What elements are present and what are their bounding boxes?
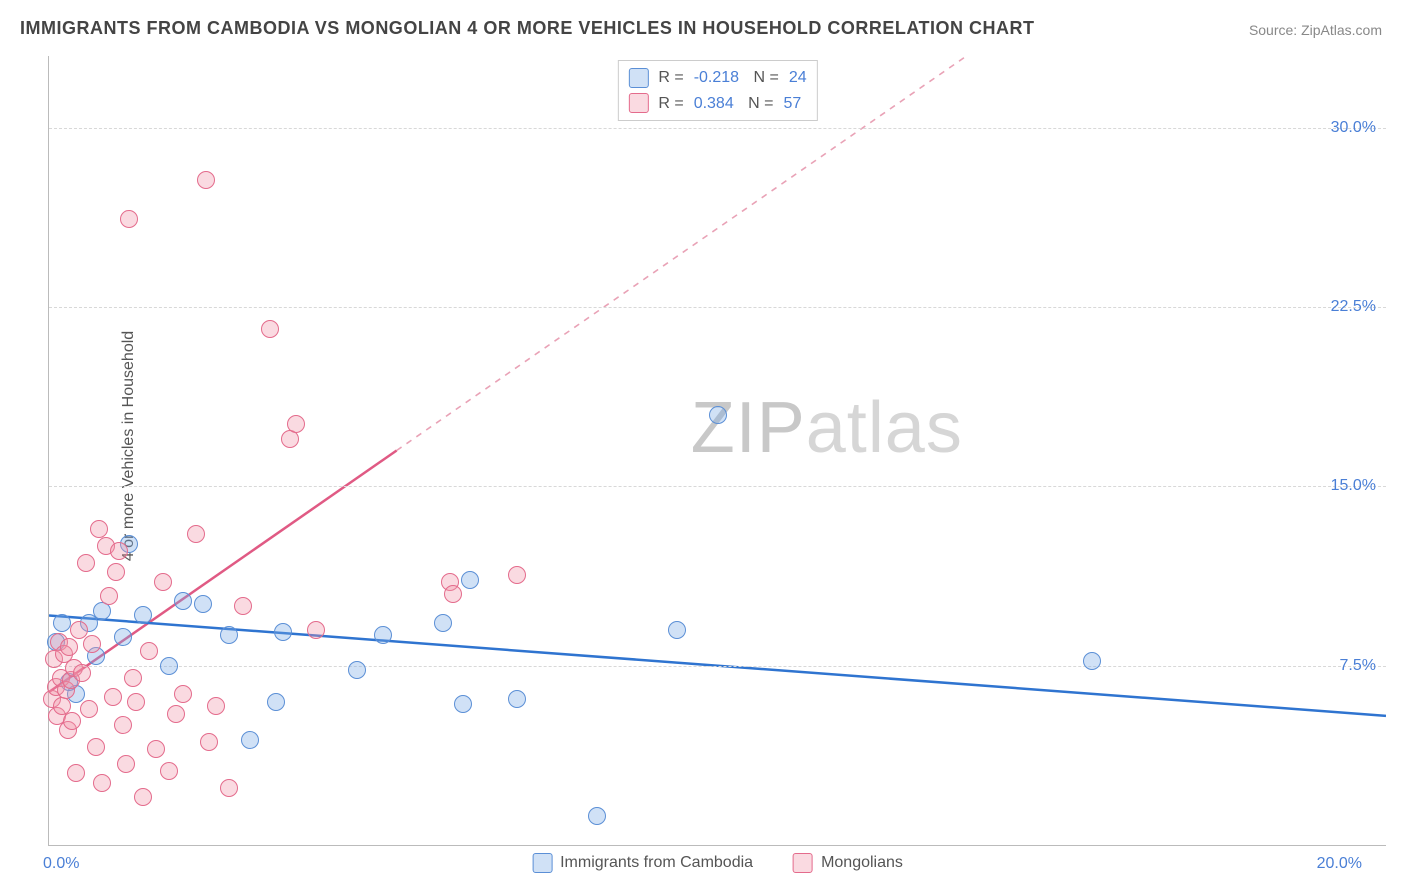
point-mongolian [200, 733, 218, 751]
source-attribution: Source: ZipAtlas.com [1249, 22, 1382, 38]
point-mongolian [207, 697, 225, 715]
watermark-atlas: atlas [806, 388, 963, 468]
point-mongolian [124, 669, 142, 687]
swatch-blue-icon [532, 853, 552, 873]
point-cambodia [588, 807, 606, 825]
point-mongolian [147, 740, 165, 758]
point-cambodia [194, 595, 212, 613]
point-mongolian [100, 587, 118, 605]
point-mongolian [167, 705, 185, 723]
x-tick-min: 0.0% [43, 855, 79, 873]
watermark-zip: ZIP [691, 388, 806, 468]
point-mongolian [120, 210, 138, 228]
y-tick-label: 30.0% [1331, 119, 1376, 137]
point-mongolian [73, 664, 91, 682]
watermark: ZIPatlas [691, 387, 963, 469]
point-mongolian [140, 642, 158, 660]
point-cambodia [709, 406, 727, 424]
series-legend: Immigrants from Cambodia Mongolians [532, 853, 903, 873]
point-mongolian [60, 638, 78, 656]
point-mongolian [83, 635, 101, 653]
point-mongolian [87, 738, 105, 756]
point-cambodia [220, 626, 238, 644]
y-tick-label: 15.0% [1331, 477, 1376, 495]
chart-svg [49, 56, 1386, 845]
legend-item-mongolians: Mongolians [793, 853, 903, 873]
point-mongolian [444, 585, 462, 603]
point-mongolian [63, 712, 81, 730]
gridline [49, 666, 1386, 667]
point-mongolian [67, 764, 85, 782]
point-mongolian [287, 415, 305, 433]
legend-label-cambodia: Immigrants from Cambodia [560, 854, 753, 872]
r-value-blue: -0.218 [694, 65, 739, 91]
point-mongolian [70, 621, 88, 639]
point-mongolian [110, 542, 128, 560]
legend-row-pink: R = 0.384 N = 57 [628, 91, 806, 117]
point-mongolian [90, 520, 108, 538]
r-label: R = [658, 91, 683, 117]
point-cambodia [1083, 652, 1101, 670]
point-mongolian [117, 755, 135, 773]
point-mongolian [93, 774, 111, 792]
point-cambodia [134, 606, 152, 624]
legend-item-cambodia: Immigrants from Cambodia [532, 853, 753, 873]
gridline [49, 486, 1386, 487]
gridline [49, 128, 1386, 129]
swatch-pink-icon [628, 93, 648, 113]
n-value-pink: 57 [784, 91, 802, 117]
point-cambodia [241, 731, 259, 749]
point-mongolian [77, 554, 95, 572]
y-tick-label: 22.5% [1331, 298, 1376, 316]
r-label: R = [658, 65, 683, 91]
plot-area: ZIPatlas R = -0.218 N = 24 R = 0.384 N =… [48, 56, 1386, 846]
point-mongolian [80, 700, 98, 718]
point-cambodia [274, 623, 292, 641]
point-cambodia [267, 693, 285, 711]
point-mongolian [220, 779, 238, 797]
point-mongolian [261, 320, 279, 338]
point-mongolian [234, 597, 252, 615]
point-mongolian [174, 685, 192, 703]
point-cambodia [668, 621, 686, 639]
point-cambodia [348, 661, 366, 679]
point-cambodia [434, 614, 452, 632]
point-mongolian [160, 762, 178, 780]
chart-title: IMMIGRANTS FROM CAMBODIA VS MONGOLIAN 4 … [20, 18, 1035, 39]
point-cambodia [53, 614, 71, 632]
gridline [49, 307, 1386, 308]
point-cambodia [461, 571, 479, 589]
n-value-blue: 24 [789, 65, 807, 91]
point-mongolian [107, 563, 125, 581]
point-mongolian [187, 525, 205, 543]
point-cambodia [454, 695, 472, 713]
point-mongolian [307, 621, 325, 639]
point-cambodia [508, 690, 526, 708]
legend-row-blue: R = -0.218 N = 24 [628, 65, 806, 91]
point-mongolian [127, 693, 145, 711]
point-mongolian [104, 688, 122, 706]
legend-label-mongolians: Mongolians [821, 854, 903, 872]
point-mongolian [197, 171, 215, 189]
point-mongolian [154, 573, 172, 591]
n-label: N = [749, 65, 779, 91]
point-mongolian [134, 788, 152, 806]
point-cambodia [374, 626, 392, 644]
n-label: N = [744, 91, 774, 117]
point-cambodia [174, 592, 192, 610]
point-mongolian [508, 566, 526, 584]
swatch-blue-icon [628, 68, 648, 88]
point-cambodia [114, 628, 132, 646]
x-tick-max: 20.0% [1317, 855, 1362, 873]
point-cambodia [160, 657, 178, 675]
correlation-legend: R = -0.218 N = 24 R = 0.384 N = 57 [617, 60, 817, 121]
point-mongolian [114, 716, 132, 734]
y-tick-label: 7.5% [1340, 657, 1376, 675]
swatch-pink-icon [793, 853, 813, 873]
r-value-pink: 0.384 [694, 91, 734, 117]
